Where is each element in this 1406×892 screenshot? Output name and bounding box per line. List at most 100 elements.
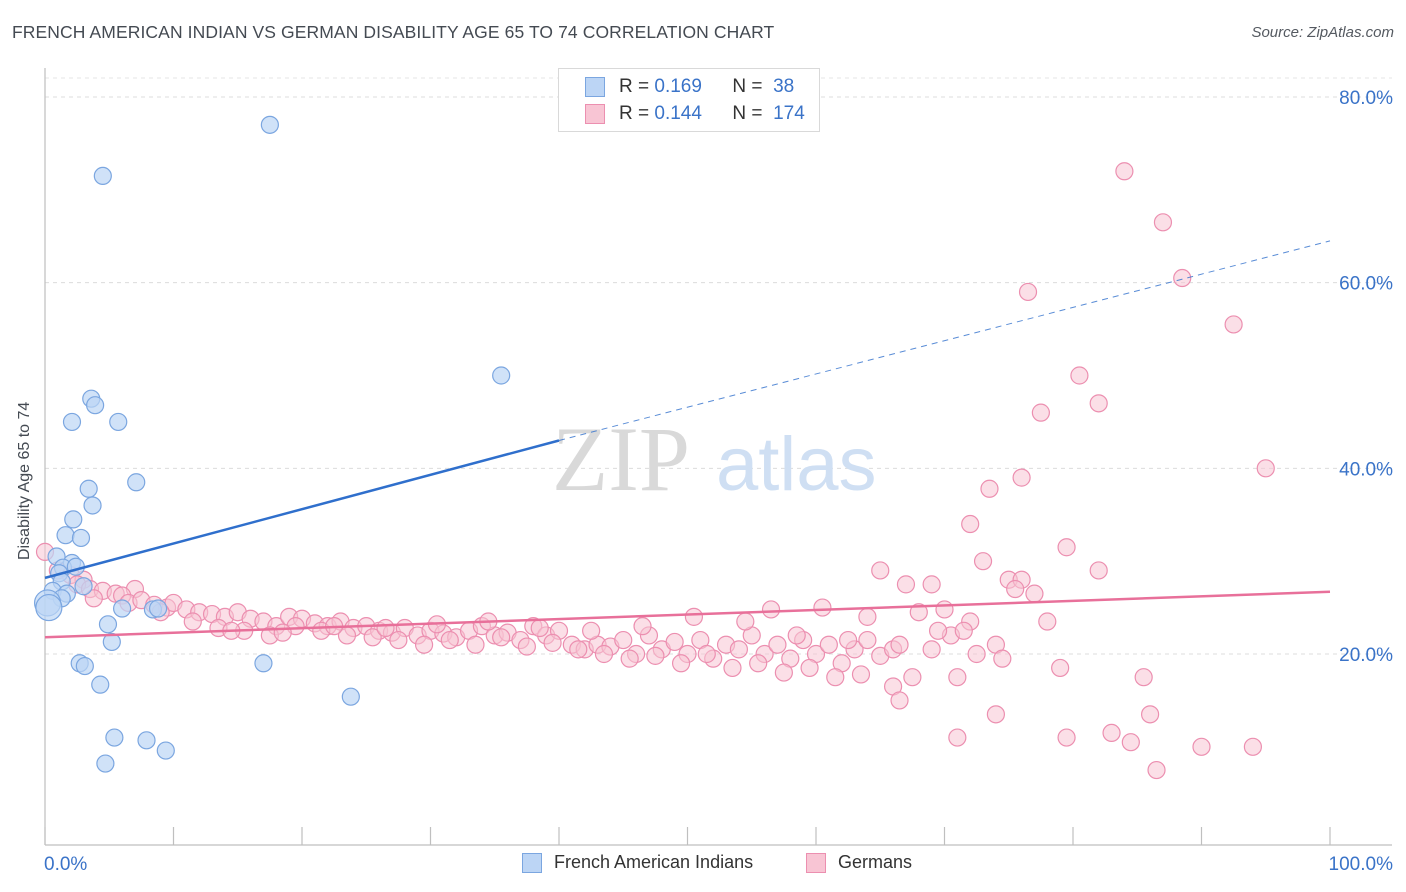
french-american-indians-points <box>33 115 511 773</box>
y-axis-label: Disability Age 65 to 74 <box>16 401 33 560</box>
germans-point <box>723 658 742 678</box>
germans-point <box>954 621 973 640</box>
french-american-indians-point <box>260 115 279 134</box>
germans-point <box>736 612 755 631</box>
bottom-legend-swatch-blue <box>522 852 542 873</box>
germans-point <box>903 668 922 687</box>
germans-point <box>1173 268 1192 288</box>
germans-point <box>749 654 768 673</box>
legend-r-label: R = <box>619 76 650 97</box>
germans-point <box>928 621 948 640</box>
french-american-indians-point <box>137 731 156 750</box>
germans-point <box>896 575 916 594</box>
germans-point <box>948 668 967 687</box>
bottom-legend-french-american-indians: French American Indians <box>522 852 753 873</box>
french-american-indians-point <box>112 599 132 618</box>
chart-title: FRENCH AMERICAN INDIAN VS GERMAN DISABIL… <box>12 22 775 42</box>
germans-point <box>697 644 716 664</box>
germans-point <box>839 630 858 650</box>
bottom-legend-label: Germans <box>838 852 913 872</box>
germans-point <box>922 640 941 659</box>
germans-point <box>614 630 633 650</box>
french-american-indians-point <box>71 528 91 548</box>
germans-point <box>890 691 909 710</box>
watermark-atlas: atlas <box>716 422 877 507</box>
french-american-indians-point <box>109 412 128 432</box>
watermark-zip: ZIP <box>552 408 690 510</box>
legend-n-value: 174 <box>773 103 805 124</box>
germans-point <box>858 607 877 626</box>
germans-point <box>1057 728 1076 747</box>
bottom-legend-label: French American Indians <box>554 852 754 872</box>
germans-point <box>761 600 781 619</box>
french-american-indians-point <box>254 654 273 673</box>
germans-trend-line <box>44 590 1331 639</box>
french-american-indians-point <box>98 615 118 634</box>
germans-point <box>800 658 819 678</box>
french-american-indians-point <box>56 526 75 545</box>
germans-point <box>1256 459 1275 478</box>
germans-point <box>922 575 941 594</box>
germans-point <box>1224 315 1243 334</box>
germans-point <box>909 603 928 622</box>
germans-point <box>273 623 292 642</box>
source-label: Source: ZipAtlas.com <box>1251 24 1394 41</box>
germans-point <box>967 644 986 664</box>
germans-point <box>466 635 485 654</box>
germans-point <box>980 479 999 498</box>
germans-point <box>1025 584 1044 603</box>
legend-swatch-pink <box>585 104 605 124</box>
germans-point <box>1006 579 1025 599</box>
germans-point <box>543 633 562 652</box>
germans-point <box>1147 760 1166 780</box>
stats-legend: R = 0.169 N = 38 R = 0.144 N = 174 <box>558 68 820 132</box>
french-american-indians-point <box>156 741 175 760</box>
germans-point <box>819 635 838 654</box>
legend-row-germans: R = 0.144 N = 174 <box>585 102 805 126</box>
x-tick-label: 100.0% <box>1329 854 1394 875</box>
germans-point <box>1243 737 1263 756</box>
french-american-indians-point <box>102 632 121 652</box>
germans-point <box>414 635 434 654</box>
germans-point <box>813 598 832 617</box>
watermark: ZIP atlas <box>552 408 877 510</box>
germans-point <box>582 621 601 640</box>
germans-point <box>1018 282 1038 302</box>
french-american-indians-point <box>75 656 94 676</box>
french-american-indians-point <box>66 557 85 576</box>
french-american-indians-point <box>127 473 146 492</box>
legend-swatch-blue <box>585 77 605 97</box>
french-american-indians-point <box>105 728 124 747</box>
bottom-legend-germans: Germans <box>806 852 912 873</box>
french-american-indians-point <box>341 687 360 706</box>
french-american-indians-point <box>93 166 112 186</box>
y-tick-label: 40.0% <box>1339 459 1393 480</box>
germans-point <box>183 612 202 631</box>
germans-point <box>890 635 909 654</box>
germans-point <box>1134 668 1153 687</box>
germans-point <box>389 630 408 650</box>
germans-point <box>1089 394 1108 413</box>
germans-point <box>948 728 967 747</box>
germans-point <box>376 618 395 638</box>
germans-point <box>851 665 871 684</box>
germans-point <box>440 630 459 650</box>
germans-point <box>1192 737 1211 756</box>
germans-point <box>665 632 684 652</box>
french-american-indians-trend-line <box>44 439 560 580</box>
legend-n-value: 38 <box>773 76 795 97</box>
legend-r-value: 0.144 <box>654 103 702 124</box>
french-american-indians-point <box>148 599 168 618</box>
legend-r-label: R = <box>619 103 650 124</box>
trend-lines <box>44 240 1331 639</box>
french-american-indians-point <box>96 754 115 773</box>
germans-point <box>1089 561 1108 580</box>
germans-point <box>973 552 993 571</box>
germans-point <box>729 640 749 659</box>
germans-point <box>363 628 382 647</box>
tick-labels: 20.0% 40.0% 60.0% 80.0% 0.0% 100.0% <box>44 88 1393 875</box>
y-tick-label: 80.0% <box>1339 88 1393 109</box>
bottom-legend-swatch-pink <box>806 852 826 873</box>
y-tick-label: 60.0% <box>1339 274 1393 295</box>
